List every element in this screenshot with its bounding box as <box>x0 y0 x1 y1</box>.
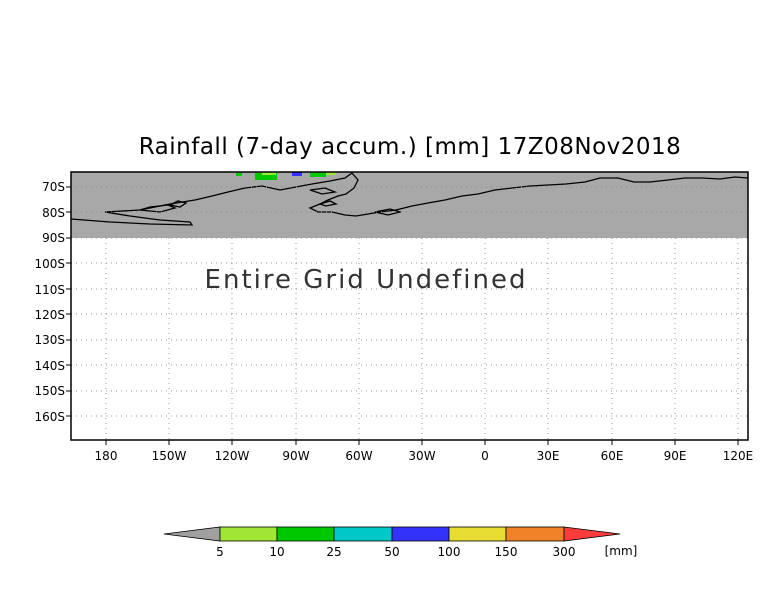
y-tick-label: 130S <box>34 333 65 347</box>
x-tick-label: 60E <box>601 449 624 463</box>
colorbar-bin <box>448 526 507 542</box>
y-tick-label: 160S <box>34 410 65 424</box>
y-tick-label: 140S <box>34 359 65 373</box>
y-tick-label: 120S <box>34 308 65 322</box>
colorbar-bin <box>505 526 565 542</box>
x-tick-label: 90E <box>664 449 687 463</box>
x-tick-label: 30E <box>537 449 560 463</box>
x-tick-label: 150W <box>152 449 187 463</box>
y-tick-label: 110S <box>34 283 65 297</box>
y-tick-label: 90S <box>42 231 65 245</box>
colorbar-bin <box>219 526 278 542</box>
colorbar: 5 10 25 50 100 150 300 [mm] <box>163 526 638 559</box>
x-tick-label: 90W <box>282 449 309 463</box>
y-tick-label: 100S <box>34 257 65 271</box>
x-axis-labels: 180 150W 120W 90W 60W 30W 0 30E 60E 90E … <box>95 449 754 463</box>
map-frame <box>70 171 749 441</box>
colorbar-unit: [mm] <box>605 544 638 558</box>
x-tick-label: 120E <box>723 449 754 463</box>
grid-lines <box>66 186 748 445</box>
colorbar-label: 50 <box>384 545 399 559</box>
colorbar-label: 5 <box>216 545 224 559</box>
colorbar-bin <box>163 526 221 542</box>
colorbar-label: 10 <box>269 545 284 559</box>
y-tick-label: 150S <box>34 384 65 398</box>
colorbar-bin <box>563 526 621 542</box>
colorbar-bin <box>333 526 393 542</box>
x-tick-label: 60W <box>345 449 372 463</box>
colorbar-bin <box>391 526 450 542</box>
rain-patches <box>236 172 336 180</box>
colorbar-bin <box>276 526 335 542</box>
map-title: Rainfall (7-day accum.) [mm] 17Z08Nov201… <box>138 134 682 160</box>
colorbar-label: 300 <box>553 545 576 559</box>
x-tick-label: 0 <box>481 449 489 463</box>
x-tick-label: 180 <box>95 449 118 463</box>
x-tick-label: 30W <box>408 449 435 463</box>
y-tick-label: 80S <box>42 206 65 220</box>
colorbar-label: 100 <box>438 545 461 559</box>
colorbar-label: 150 <box>495 545 518 559</box>
y-axis-labels: 70S 80S 90S 100S 110S 120S 130S 140S 150… <box>34 180 65 424</box>
y-tick-label: 70S <box>42 180 65 194</box>
undefined-message: Entire Grid Undefined <box>205 265 528 295</box>
x-tick-label: 120W <box>215 449 250 463</box>
colorbar-label: 25 <box>326 545 341 559</box>
coastline <box>70 172 749 226</box>
